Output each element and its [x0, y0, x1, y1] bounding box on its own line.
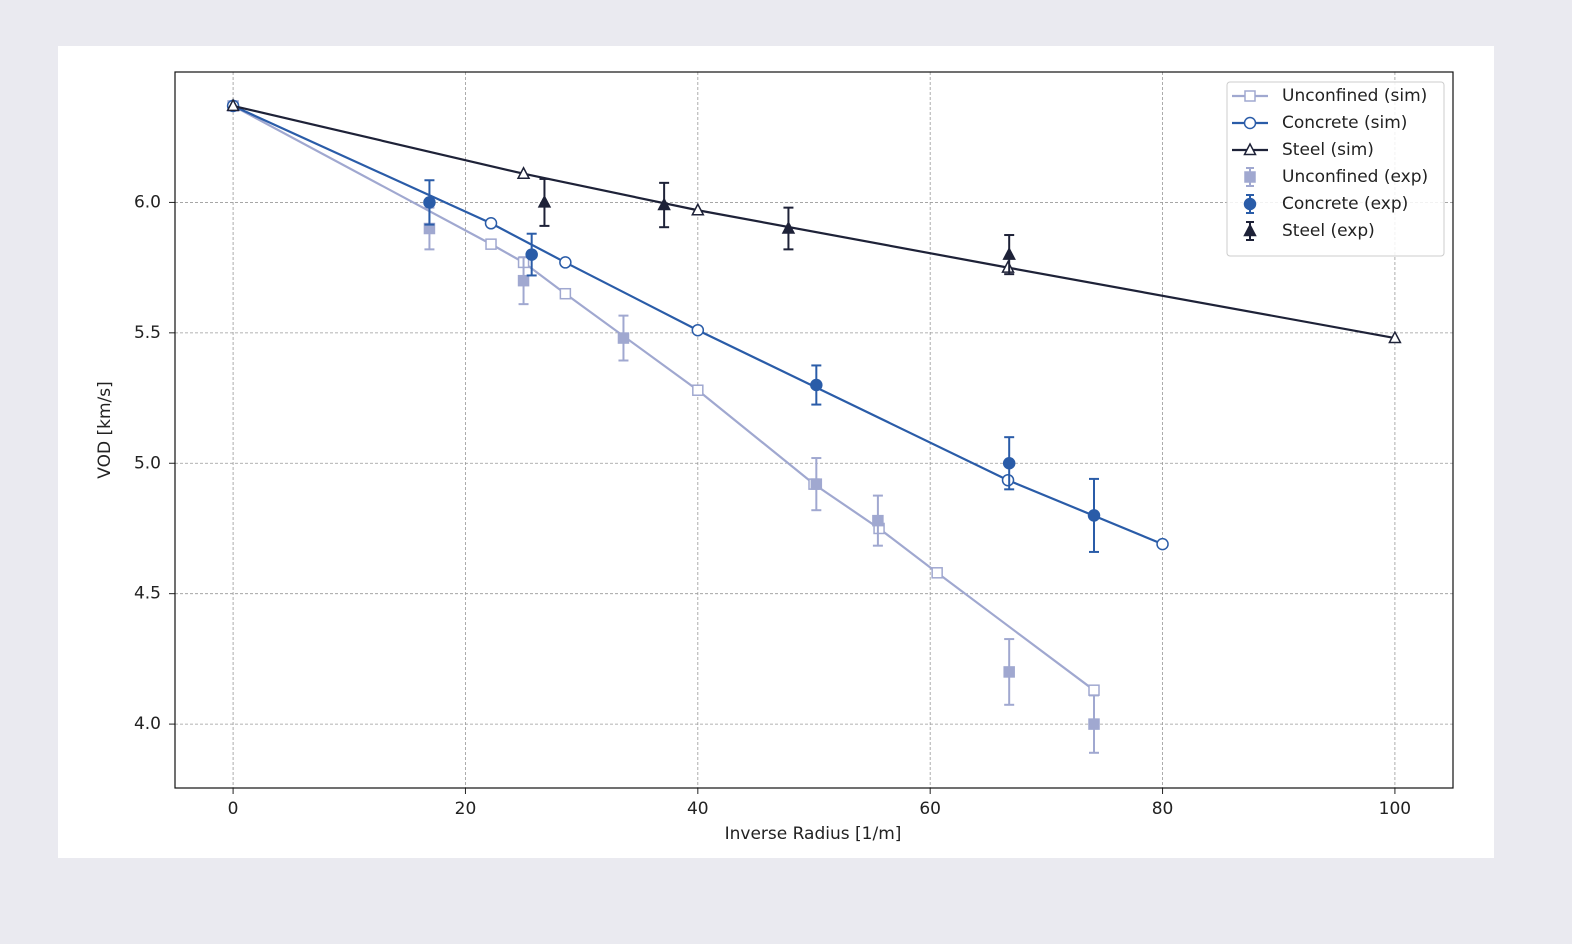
x-tick-label: 60: [919, 799, 941, 819]
marker: [810, 378, 823, 392]
marker: [657, 197, 671, 211]
marker: [559, 287, 572, 300]
marker: [1244, 90, 1256, 102]
x-tick-label: 40: [687, 799, 709, 819]
legend-label: Steel (sim): [1282, 140, 1374, 160]
marker: [1388, 330, 1402, 344]
marker: [931, 567, 943, 579]
marker: [1087, 509, 1101, 522]
x-tick-label: 80: [1152, 799, 1174, 819]
y-tick-label: 6.0: [134, 192, 161, 212]
marker: [1001, 260, 1015, 273]
marker: [1243, 197, 1257, 211]
marker: [1002, 457, 1016, 470]
y-tick-label: 5.0: [134, 453, 161, 473]
y-tick-label: 4.0: [134, 714, 161, 734]
marker: [1088, 684, 1100, 696]
marker: [691, 202, 705, 216]
x-axis-title: Inverse Radius [1/m]: [725, 824, 902, 844]
plot-frame: [174, 71, 1454, 789]
marker: [1243, 142, 1257, 156]
x-tick-label: 100: [1379, 799, 1411, 819]
marker: [423, 196, 436, 209]
marker: [1001, 473, 1015, 487]
marker: [484, 217, 498, 230]
marker: [810, 478, 823, 490]
marker: [1244, 171, 1256, 183]
legend-label: Unconfined (sim): [1282, 86, 1427, 106]
marker: [525, 248, 538, 261]
marker: [1088, 718, 1100, 730]
marker: [517, 274, 530, 287]
y-axis-title: VOD [km/s]: [95, 381, 115, 478]
marker: [1156, 537, 1169, 551]
x-tick-label: 0: [228, 799, 239, 819]
y-tick-label: 4.5: [134, 584, 161, 604]
y-tick-label: 5.5: [134, 323, 161, 343]
marker: [781, 220, 796, 234]
marker: [485, 238, 497, 250]
marker: [872, 514, 884, 527]
legend: Unconfined (sim) Concrete (sim) Steel (sim…: [1226, 81, 1445, 257]
series-line: [232, 104, 1163, 546]
marker: [1243, 116, 1257, 130]
marker: [226, 98, 240, 112]
marker: [1243, 223, 1257, 237]
marker: [559, 256, 572, 269]
legend-box: [1226, 81, 1445, 257]
marker: [617, 332, 630, 344]
marker: [1003, 666, 1015, 678]
marker: [516, 166, 531, 179]
legend-label: Steel (exp): [1282, 221, 1375, 241]
marker: [537, 194, 552, 208]
marker: [691, 323, 705, 337]
legend-label: Concrete (sim): [1282, 113, 1407, 133]
legend-label: Unconfined (exp): [1282, 167, 1428, 187]
x-tick-label: 20: [455, 799, 477, 819]
marker: [692, 384, 704, 396]
legend-label: Concrete (exp): [1282, 194, 1408, 214]
marker: [1002, 246, 1016, 260]
